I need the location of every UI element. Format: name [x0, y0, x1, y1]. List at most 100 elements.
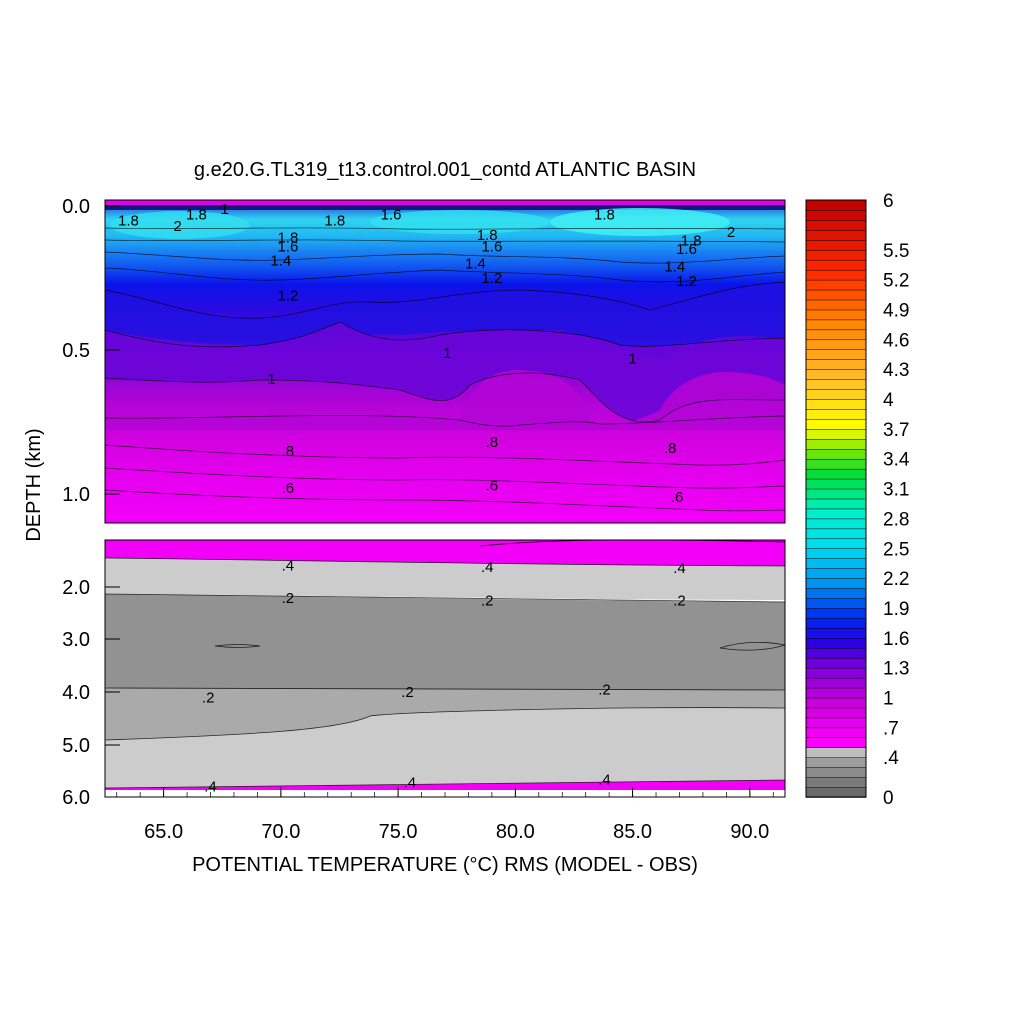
contour-label: 2 — [174, 218, 182, 235]
colorbar-swatch — [805, 677, 867, 689]
contour-label: .4 — [673, 560, 686, 577]
y-tick-label: 6.0 — [62, 787, 90, 809]
y-axis-lower: 2.0 3.0 4.0 5.0 6.0 — [62, 577, 120, 809]
colorbar-label: 4.3 — [883, 360, 909, 381]
colorbar-swatch — [805, 249, 867, 261]
upper-contour-labels: 1.8 21.8 11.8 1.61.81.61.41.21.81.61.41.21.… — [118, 201, 735, 506]
lower-contour-lines — [105, 540, 785, 789]
colorbar-swatch — [805, 697, 867, 709]
contour-label: .8 — [664, 440, 677, 457]
colorbar-label: .4 — [883, 748, 899, 769]
lower-light-gray-upper — [105, 558, 785, 600]
contour-label: 2 — [727, 224, 735, 241]
colorbar-swatch — [805, 508, 867, 520]
y-tick-label: 2.0 — [62, 577, 90, 599]
colorbar-swatch — [805, 408, 867, 420]
colorbar-swatch — [805, 587, 867, 599]
lower-light-gray-deep — [105, 707, 785, 788]
colorbar-swatch — [805, 339, 867, 350]
surface-dark-band — [105, 205, 785, 210]
x-axis: 65.0 70.0 75.0 80.0 85.0 90.0 — [116, 787, 774, 843]
contour-label: 1 — [443, 345, 451, 362]
contour-label: 1.8 — [118, 212, 139, 229]
purple-region — [105, 322, 785, 422]
contour-label: .6 — [282, 480, 295, 497]
colorbar-swatch — [805, 299, 867, 311]
contour-label: .4 — [404, 774, 417, 791]
colorbar-label: 3.7 — [883, 420, 909, 441]
colorbar-swatch — [805, 727, 867, 739]
colorbar-label: 5.5 — [883, 241, 909, 262]
colorbar-swatch — [805, 667, 867, 679]
y-tick-label: 0.0 — [62, 196, 90, 218]
upper-panel-frame — [104, 199, 786, 524]
colorbar-swatch — [805, 557, 867, 569]
contour-label: 1.8 — [594, 207, 615, 224]
y-tick-label: 4.0 — [62, 682, 90, 704]
contour-label: .2 — [598, 681, 611, 698]
x-tick-label: 75.0 — [379, 821, 418, 843]
colorbar-label: 6 — [883, 191, 894, 212]
blue-core — [105, 282, 785, 360]
contour-label: 1.8 — [681, 233, 702, 250]
contour-label: 1.8 — [324, 212, 345, 229]
colorbar-swatch — [805, 707, 867, 719]
colorbar-swatch — [805, 597, 867, 609]
colorbar-swatch — [805, 289, 867, 301]
colorbar-swatch — [805, 468, 867, 480]
contour-label: 1.8 — [477, 227, 498, 244]
colorbar-swatch — [805, 647, 867, 659]
colorbar-swatch — [805, 428, 867, 440]
colorbar-swatch — [805, 219, 867, 231]
colorbar-swatch — [805, 488, 867, 500]
colorbar-label: 2.2 — [883, 569, 909, 590]
colorbar-label: 1.3 — [883, 659, 909, 680]
colorbar-swatch — [805, 518, 867, 530]
cyan-patch-west — [110, 211, 250, 239]
colorbar-swatch — [805, 458, 867, 470]
colorbar-swatch — [805, 776, 867, 788]
colorbar-swatch — [805, 756, 867, 768]
contour-label: .6 — [671, 489, 684, 506]
colorbar-swatch — [805, 577, 867, 589]
colorbar-swatch — [805, 269, 867, 281]
colorbar-label: 0 — [883, 788, 894, 809]
colorbar-swatch — [805, 358, 867, 370]
contour-label: .8 — [486, 434, 499, 451]
contour-label: .2 — [481, 593, 494, 610]
contour-label: .2 — [202, 689, 215, 706]
contour-label: 1 — [628, 351, 636, 368]
y-tick-label: 5.0 — [62, 735, 90, 757]
x-tick-label: 65.0 — [144, 821, 183, 843]
colorbar-swatch — [805, 637, 867, 649]
contour-label: 1.2 — [481, 270, 502, 287]
lower-contour-labels: .4 .4 .4 .2 .2 .2 .2 .2 .2 .4 .4 .4 — [202, 558, 686, 796]
colorbar-swatch — [805, 747, 867, 758]
colorbar-swatch — [805, 528, 867, 540]
colorbar-swatch — [805, 567, 867, 579]
colorbar-swatch — [805, 319, 867, 331]
colorbar-swatch — [805, 627, 867, 639]
contour-label: 1.4 — [270, 253, 291, 270]
contour-label: 1.2 — [676, 273, 697, 290]
upper-contour-lines — [105, 227, 785, 512]
contour-label: .2 — [673, 593, 686, 610]
lower-gray-deep — [105, 688, 785, 740]
colorbar-label: 3.1 — [883, 480, 909, 501]
colorbar-swatch — [805, 687, 867, 699]
colorbar-swatch — [805, 538, 867, 549]
colorbar-swatch — [805, 717, 867, 729]
x-tick-label: 85.0 — [613, 821, 652, 843]
colorbar-swatch — [805, 438, 867, 450]
colorbar-frame — [805, 199, 867, 798]
contour-label: 1.6 — [277, 238, 298, 255]
x-tick-label: 90.0 — [730, 821, 769, 843]
colorbar-label: 1.9 — [883, 599, 909, 620]
contour-label: 1 — [267, 371, 275, 388]
contour-label: .4 — [481, 559, 494, 576]
colorbar-swatch — [805, 229, 867, 241]
y-tick-label: 0.5 — [62, 340, 90, 362]
colorbar-label: 2.5 — [883, 539, 909, 560]
colorbar-swatch — [805, 737, 867, 748]
colorbar-swatch — [805, 607, 867, 619]
